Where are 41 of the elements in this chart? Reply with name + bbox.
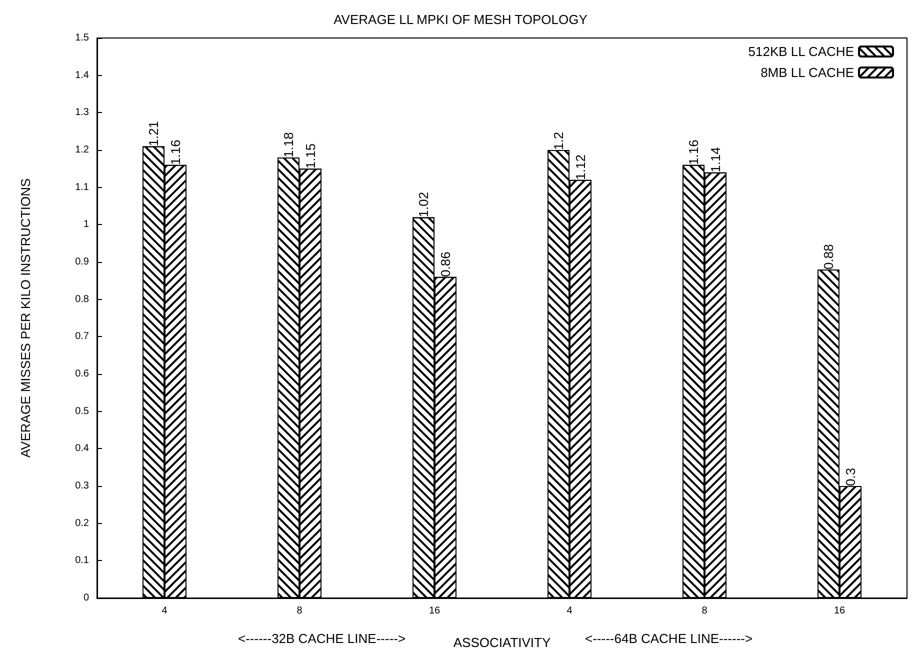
data-label: 1.16	[168, 140, 183, 165]
y-tick-label: 1.2	[75, 144, 90, 156]
data-label: 1.12	[573, 154, 588, 180]
data-label: 1.2	[551, 132, 566, 150]
text: <------32B CACHE LINE----->	[238, 631, 406, 646]
data-label: 0.3	[843, 468, 858, 486]
y-tick-label: 0.1	[75, 555, 90, 566]
y-tick-label: 0.3	[75, 480, 90, 492]
y-tick-label: 1.3	[75, 107, 90, 118]
data-label: 1.02	[416, 192, 431, 218]
y-tick-label: 0.9	[75, 256, 90, 268]
y-tick-label: 1.5	[75, 32, 90, 44]
y-tick-label: 0.8	[75, 294, 90, 305]
x-tick-label: 16	[428, 606, 440, 616]
data-label: 1.16	[686, 140, 701, 165]
y-tick-label: 0.2	[75, 518, 90, 529]
x-tick-label: 16	[834, 606, 846, 616]
legend-label: 512KB LL CACHE	[748, 44, 854, 59]
data-label: 0.86	[438, 252, 453, 277]
y-axis-title: AVERAGE MISSES PER KILO INSTRUCTIONS	[18, 178, 33, 458]
text: <-----64B CACHE LINE------>	[585, 631, 753, 646]
x-tick-label: 4	[566, 606, 573, 616]
y-tick-label: 0.4	[75, 443, 90, 454]
chart-title: AVERAGE LL MPKI OF MESH TOPOLOGY	[334, 12, 588, 27]
x-tick-label: 8	[296, 606, 303, 616]
x-tick-label: 4	[162, 606, 168, 616]
y-tick-label: 0.6	[75, 368, 90, 380]
data-label: 1.18	[281, 132, 296, 158]
legend-label: 8MB LL CACHE	[760, 65, 854, 80]
y-tick-label: 0.7	[75, 331, 90, 342]
data-label: 1.21	[146, 120, 161, 146]
y-tick-label: 0	[83, 592, 90, 604]
y-tick-label: 0.5	[75, 406, 90, 417]
data-label: 0.88	[821, 244, 836, 270]
x-tick-label: 8	[702, 606, 708, 616]
x-axis-title: ASSOCIATIVITY	[453, 635, 551, 650]
data-label: 1.14	[708, 147, 723, 172]
data-label: 1.15	[303, 143, 318, 169]
y-tick-label: 1.4	[75, 70, 90, 81]
y-tick-label: 1	[83, 219, 90, 230]
y-tick-label: 1.1	[75, 182, 90, 193]
